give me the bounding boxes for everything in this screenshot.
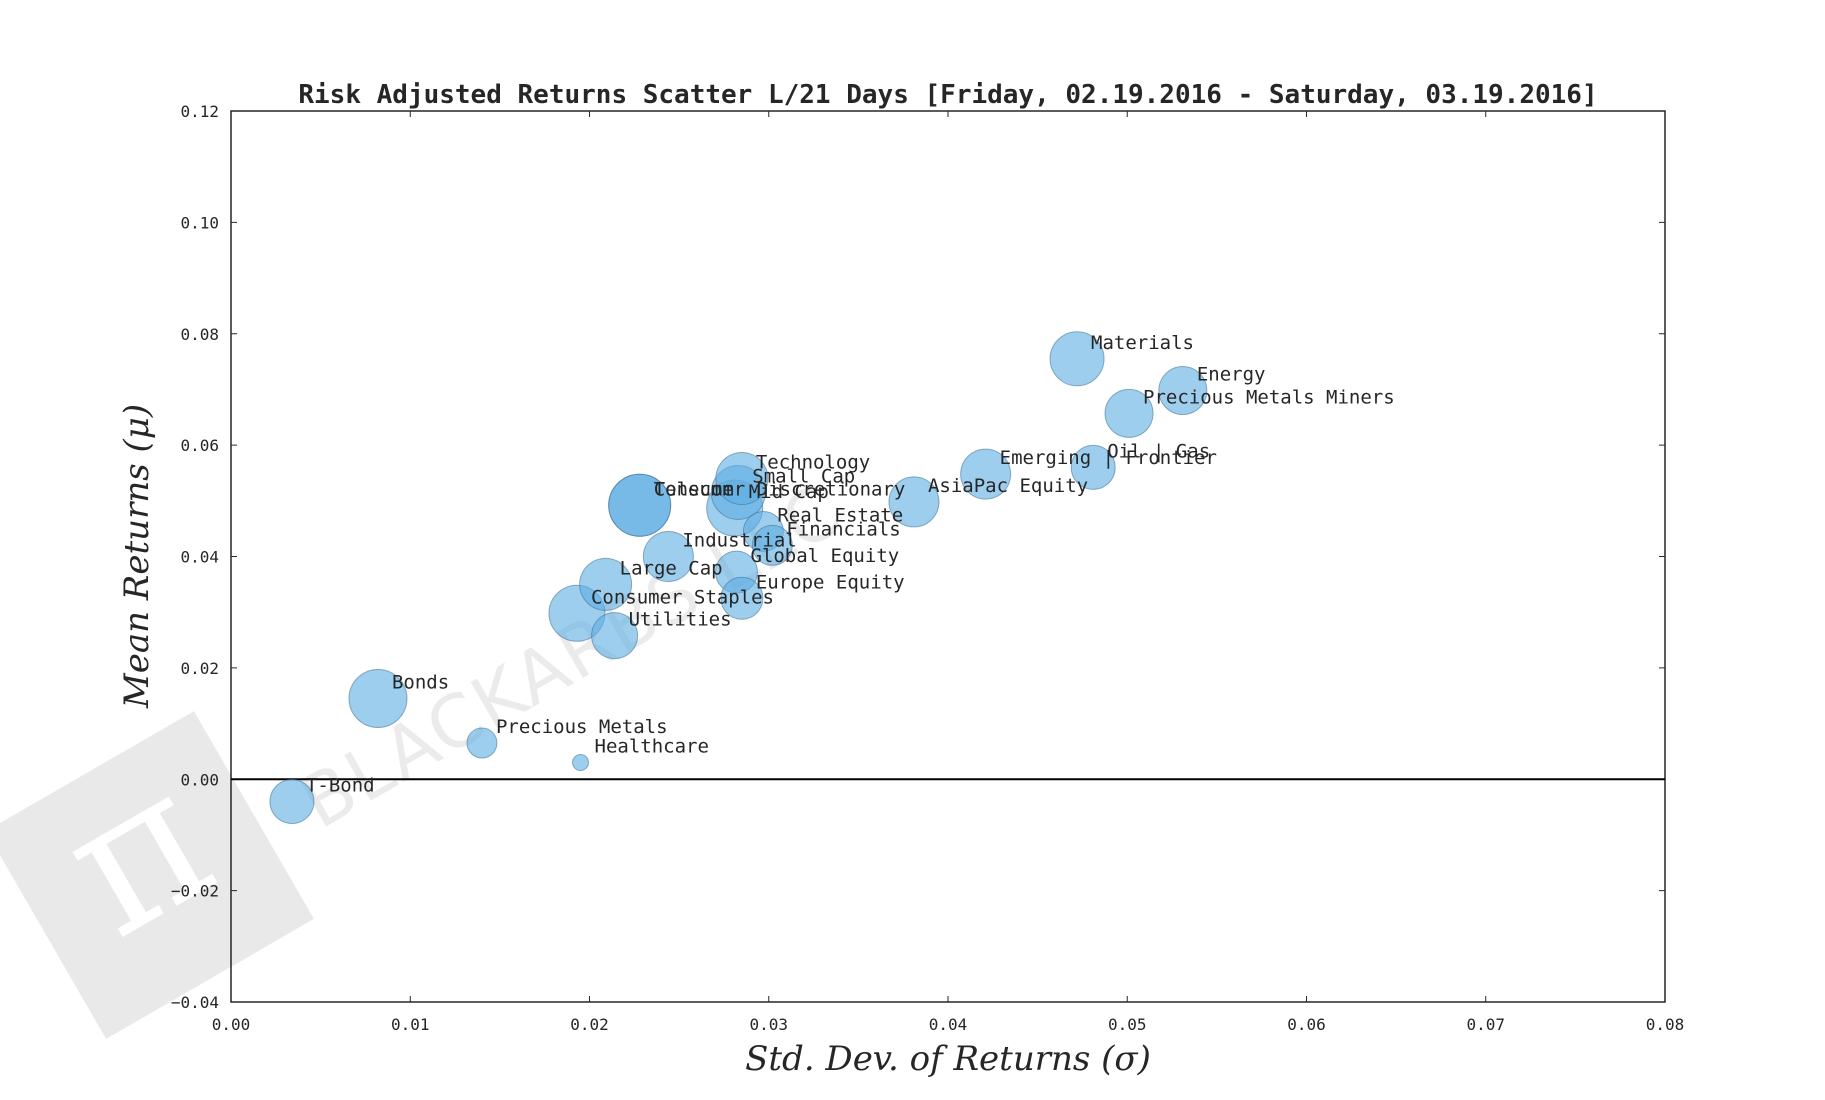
bubbles — [269, 331, 1208, 825]
point-label: Energy — [1197, 364, 1266, 386]
point-label: Utilities — [629, 609, 732, 631]
bubble-point — [642, 531, 694, 582]
point-label: Bonds — [392, 672, 449, 694]
y-tick-label: 0.10 — [180, 213, 219, 232]
x-tick-label: 0.03 — [749, 1015, 788, 1034]
point-label: Materials — [1091, 332, 1194, 354]
point-label: Real Estate — [777, 504, 903, 526]
point-label: Small Cap — [752, 465, 855, 487]
y-tick-label: −0.02 — [171, 882, 219, 901]
point-label: Europe Equity — [756, 571, 905, 593]
bubble-point — [1070, 444, 1116, 490]
point-label: Precious Metals Miners — [1143, 386, 1395, 408]
point-label: Telecom — [654, 478, 734, 500]
point-label: Large Cap — [620, 557, 723, 579]
y-tick-label: 0.08 — [180, 325, 219, 344]
point-label: Precious Metals — [496, 716, 668, 738]
point-label: Oil | Gas — [1107, 440, 1210, 462]
y-tick-label: 0.02 — [180, 659, 219, 678]
bubble-point — [608, 473, 672, 537]
bubble-point — [720, 576, 764, 620]
bubble-point — [579, 557, 633, 611]
point-label: Global Equity — [750, 545, 899, 567]
chart-title: Risk Adjusted Returns Scatter L/21 Days … — [298, 80, 1597, 110]
point-label: Healthcare — [595, 736, 709, 758]
bubble-point — [591, 612, 639, 660]
point-label: Emerging | Frontier — [1000, 447, 1217, 469]
bubble-point — [1158, 366, 1208, 416]
point-label: Financials — [786, 518, 900, 540]
point-label: Consumer Discretionary — [654, 478, 906, 500]
bubble-point — [1104, 388, 1154, 438]
y-axis-label: Mean Returns (μ) — [117, 404, 157, 709]
y-axis: −0.04 −0.02 0.00 0.02 0.04 0.06 0.08 0.10 0.12 — [171, 102, 1665, 1012]
point-label: Mid Cap — [749, 481, 829, 503]
watermark-pi-logo-icon — [0, 711, 314, 1039]
x-axis-label: Std. Dev. of Returns (σ) — [745, 1039, 1151, 1079]
x-tick-label: 0.00 — [212, 1015, 251, 1034]
bubble-point — [960, 448, 1012, 500]
y-tick-label: 0.06 — [180, 436, 219, 455]
bubble-point — [1049, 331, 1105, 387]
bubble-point — [888, 476, 940, 528]
point-label: Technology — [756, 452, 870, 474]
point-label: Industrial — [682, 530, 796, 552]
x-tick-label: 0.08 — [1646, 1015, 1685, 1034]
point-label: T-Bond — [306, 775, 375, 797]
bubble-point — [572, 754, 590, 772]
bubble-point — [269, 779, 315, 825]
x-tick-label: 0.07 — [1466, 1015, 1505, 1034]
point-label: Consumer Staples — [591, 586, 774, 608]
bubble-point — [348, 669, 408, 729]
plot-area — [230, 110, 1666, 1003]
x-axis: 0.00 0.01 0.02 0.03 0.04 0.05 0.06 0.07 0.08 — [212, 111, 1685, 1034]
bubble-point — [715, 452, 769, 506]
x-tick-label: 0.05 — [1108, 1015, 1147, 1034]
x-tick-label: 0.02 — [570, 1015, 609, 1034]
x-tick-label: 0.01 — [391, 1015, 430, 1034]
x-tick-label: 0.06 — [1287, 1015, 1326, 1034]
bubble-point — [751, 524, 793, 566]
bubble-point — [466, 727, 498, 759]
y-tick-label: 0.00 — [180, 770, 219, 789]
y-tick-label: 0.04 — [180, 548, 219, 567]
x-tick-label: 0.04 — [929, 1015, 968, 1034]
y-tick-label: 0.12 — [180, 102, 219, 121]
y-tick-label: −0.04 — [171, 993, 219, 1012]
point-label: AsiaPac Equity — [928, 475, 1088, 497]
